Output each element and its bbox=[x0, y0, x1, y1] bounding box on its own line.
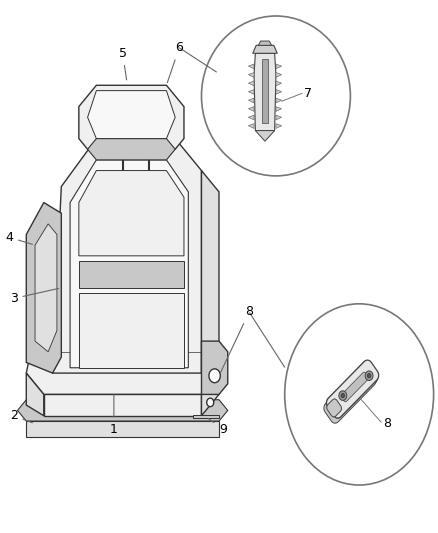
Polygon shape bbox=[255, 131, 275, 141]
Polygon shape bbox=[26, 421, 219, 437]
Polygon shape bbox=[258, 41, 272, 45]
Text: 1: 1 bbox=[110, 394, 118, 435]
Polygon shape bbox=[248, 90, 254, 94]
Polygon shape bbox=[53, 139, 201, 373]
Polygon shape bbox=[70, 160, 188, 368]
Polygon shape bbox=[341, 372, 368, 402]
Polygon shape bbox=[276, 124, 282, 128]
Polygon shape bbox=[248, 115, 254, 120]
Text: 3: 3 bbox=[10, 288, 59, 305]
Polygon shape bbox=[276, 90, 282, 94]
Polygon shape bbox=[193, 415, 219, 418]
Text: 8: 8 bbox=[220, 305, 253, 373]
Circle shape bbox=[209, 369, 220, 383]
Polygon shape bbox=[248, 124, 254, 128]
Polygon shape bbox=[79, 85, 184, 149]
Polygon shape bbox=[327, 399, 342, 417]
Polygon shape bbox=[276, 81, 282, 86]
Polygon shape bbox=[276, 64, 282, 69]
Polygon shape bbox=[201, 341, 228, 394]
Polygon shape bbox=[35, 224, 57, 352]
Polygon shape bbox=[26, 373, 44, 416]
Text: 5: 5 bbox=[119, 47, 127, 80]
Polygon shape bbox=[201, 171, 219, 384]
Polygon shape bbox=[324, 360, 378, 423]
Text: 7: 7 bbox=[304, 87, 312, 100]
Polygon shape bbox=[88, 91, 175, 139]
Polygon shape bbox=[248, 64, 254, 69]
Polygon shape bbox=[79, 261, 184, 288]
Polygon shape bbox=[26, 330, 219, 394]
Polygon shape bbox=[79, 293, 184, 368]
Polygon shape bbox=[276, 72, 282, 77]
Polygon shape bbox=[248, 107, 254, 111]
Polygon shape bbox=[262, 59, 268, 123]
Polygon shape bbox=[201, 373, 219, 416]
Polygon shape bbox=[248, 81, 254, 86]
Polygon shape bbox=[44, 394, 201, 416]
Polygon shape bbox=[254, 53, 276, 131]
Polygon shape bbox=[326, 360, 379, 418]
Text: 9: 9 bbox=[208, 418, 227, 435]
Text: 4: 4 bbox=[5, 231, 32, 244]
Ellipse shape bbox=[201, 16, 350, 176]
Polygon shape bbox=[276, 115, 282, 120]
Circle shape bbox=[339, 391, 347, 400]
Polygon shape bbox=[18, 400, 228, 421]
Polygon shape bbox=[26, 203, 61, 373]
Polygon shape bbox=[253, 45, 277, 53]
Text: 8: 8 bbox=[383, 417, 391, 430]
Circle shape bbox=[207, 398, 214, 407]
Circle shape bbox=[365, 371, 373, 381]
Polygon shape bbox=[248, 72, 254, 77]
Polygon shape bbox=[276, 98, 282, 103]
Circle shape bbox=[367, 374, 371, 378]
Polygon shape bbox=[79, 171, 184, 256]
Circle shape bbox=[341, 393, 345, 398]
Polygon shape bbox=[276, 107, 282, 111]
Text: 6: 6 bbox=[167, 42, 183, 83]
Circle shape bbox=[285, 304, 434, 485]
Polygon shape bbox=[88, 139, 175, 160]
Text: 2: 2 bbox=[10, 409, 32, 423]
Polygon shape bbox=[248, 98, 254, 103]
